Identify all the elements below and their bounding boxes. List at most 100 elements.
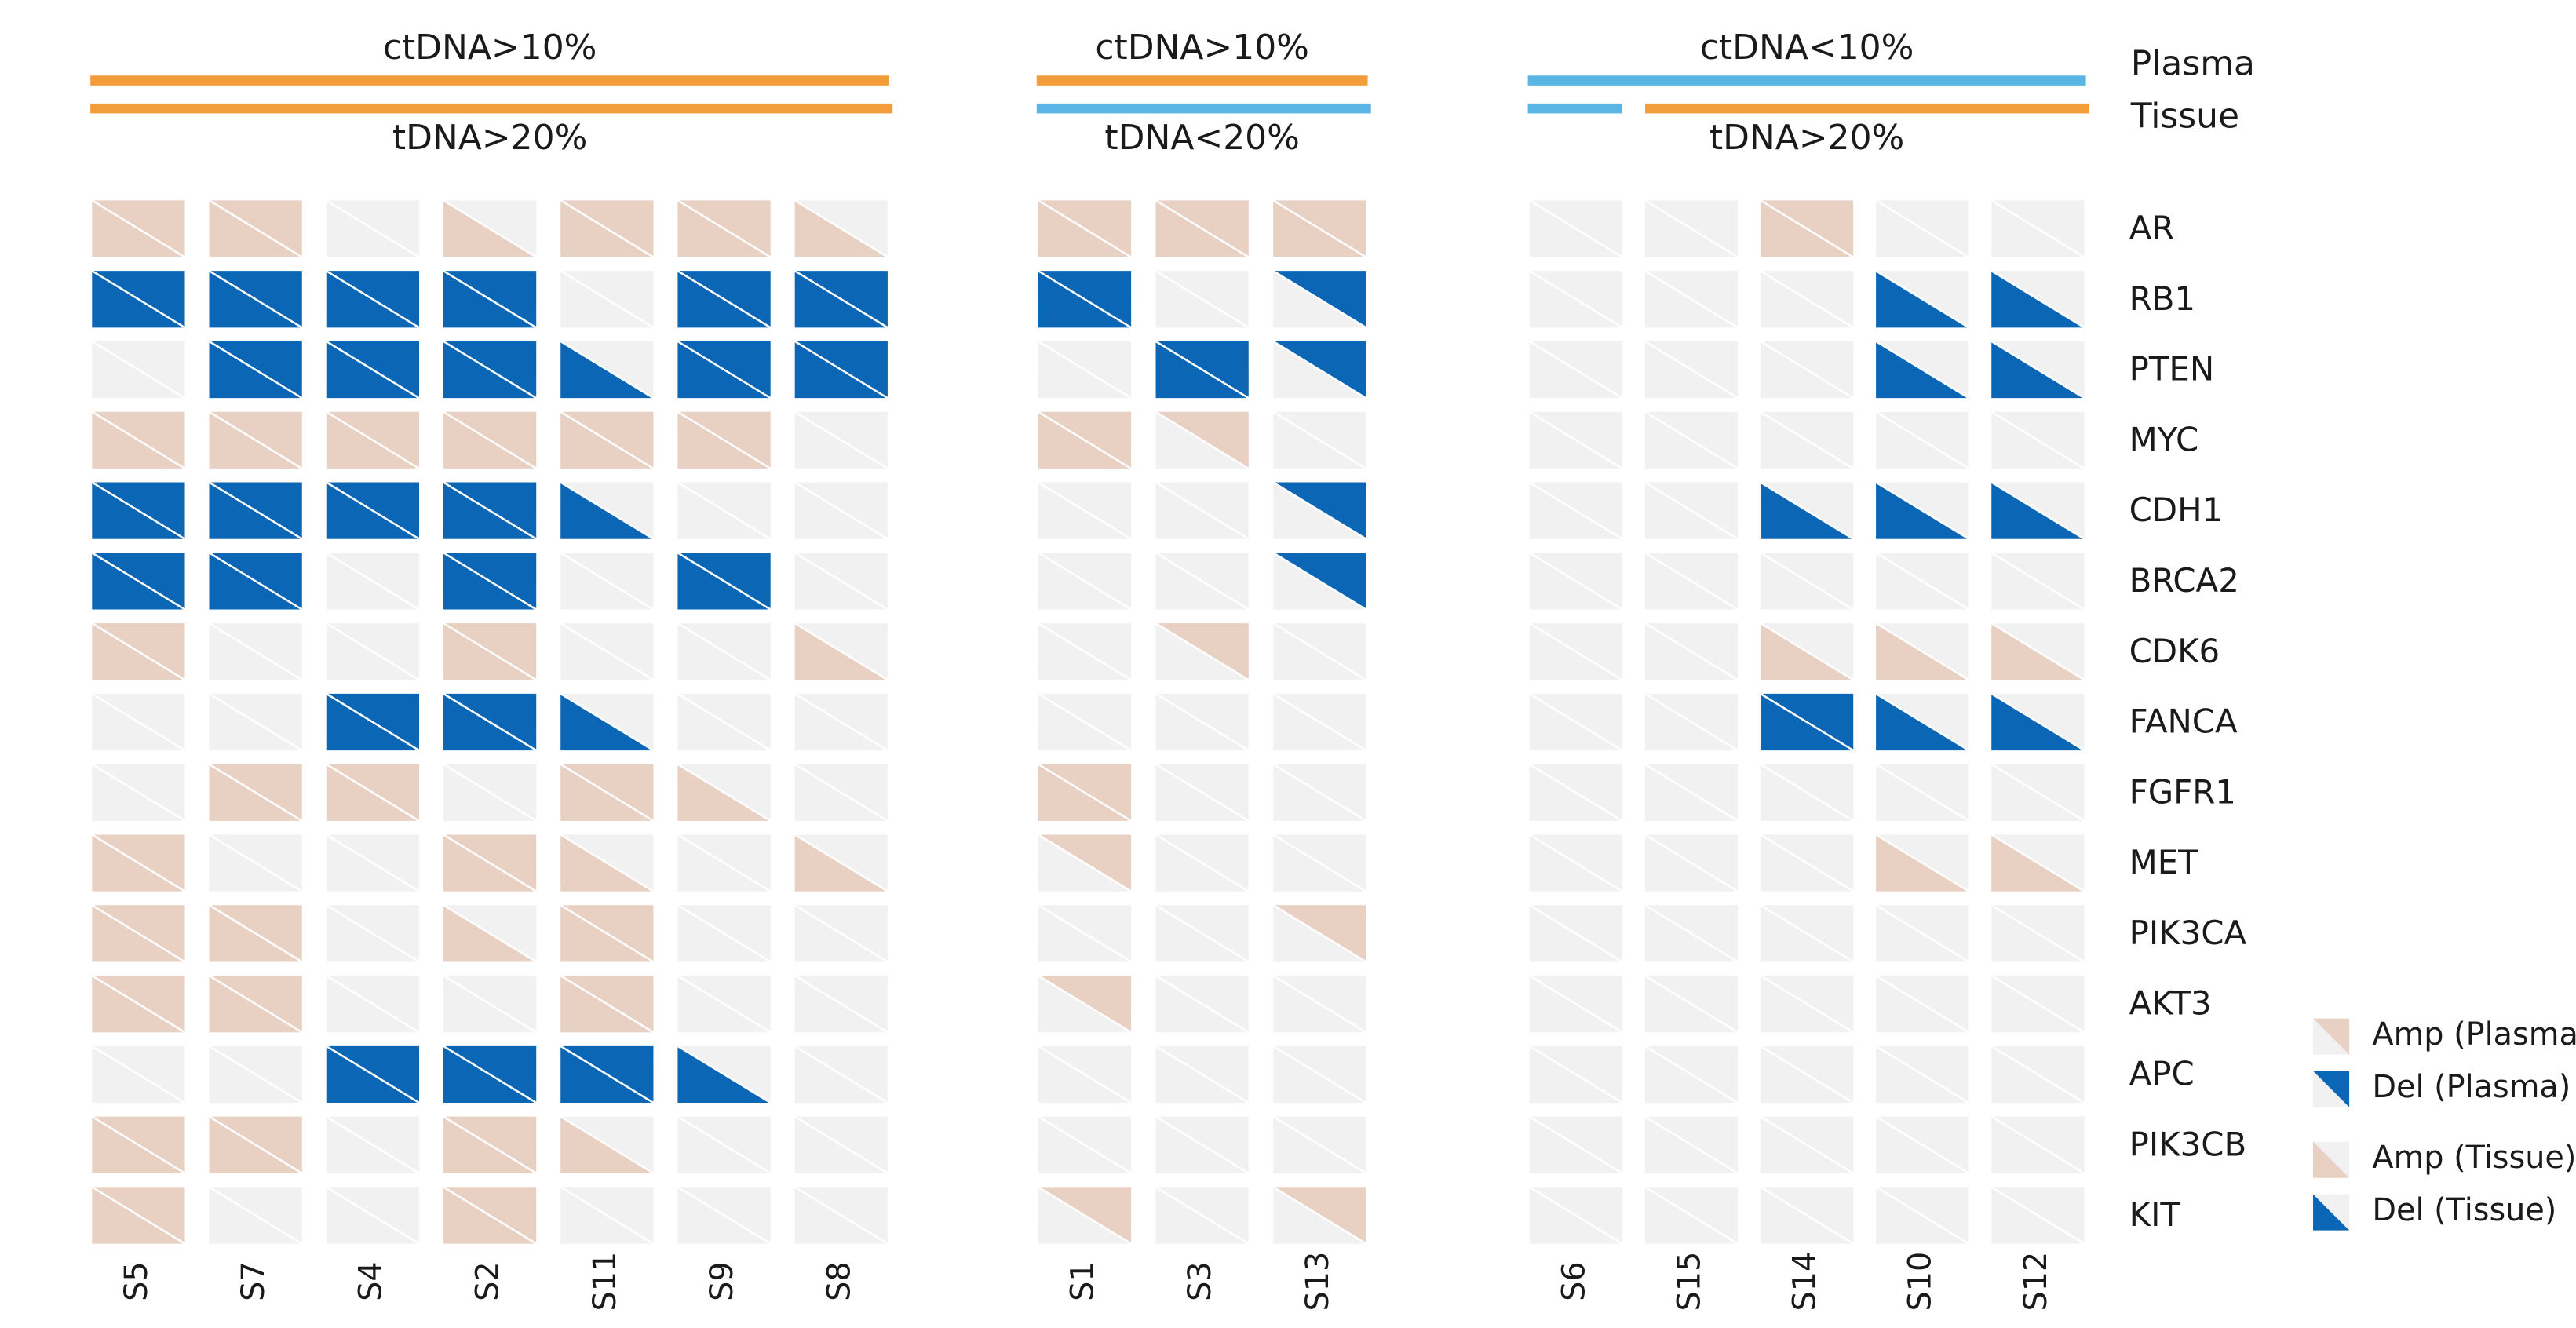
- cell-diagonal: [208, 481, 303, 540]
- cell-diagonal: [91, 763, 186, 822]
- cell-diagonal: [208, 1115, 303, 1174]
- cell-diagonal: [443, 834, 537, 892]
- cell-diagonal: [1155, 1115, 1250, 1174]
- cell-diagonal: [794, 622, 888, 681]
- cell-diagonal: [326, 834, 420, 892]
- cell-diagonal: [560, 340, 655, 399]
- cell-diagonal: [1529, 340, 1623, 399]
- cell-diagonal: [1875, 904, 1970, 963]
- legend-tissue-swatch: [2313, 1018, 2350, 1055]
- cell-diagonal: [326, 1186, 420, 1245]
- cell-diagonal: [1760, 1045, 1854, 1104]
- cell-diagonal: [91, 974, 186, 1034]
- cell-diagonal: [1644, 199, 1739, 258]
- cell-diagonal: [1644, 410, 1739, 470]
- cell-diagonal: [677, 1115, 772, 1174]
- cell-diagonal: [794, 974, 888, 1034]
- cell-diagonal: [91, 904, 186, 963]
- cell-diagonal: [1644, 974, 1739, 1034]
- cell-diagonal: [1272, 1045, 1367, 1104]
- cell-diagonal: [1272, 552, 1367, 611]
- cell-diagonal: [1875, 340, 1970, 399]
- cell-diagonal: [91, 1115, 186, 1174]
- cell-diagonal: [208, 974, 303, 1034]
- cell-diagonal: [326, 1045, 420, 1104]
- cell-diagonal: [1038, 692, 1132, 752]
- cell-diagonal: [560, 622, 655, 681]
- sample-label: S1: [1064, 1261, 1100, 1301]
- cell-diagonal: [1038, 481, 1132, 540]
- cell-diagonal: [560, 692, 655, 752]
- cell-diagonal: [1529, 904, 1623, 963]
- cell-diagonal: [1990, 1045, 2085, 1104]
- cell-diagonal: [1875, 974, 1970, 1034]
- sample-label: S15: [1671, 1252, 1707, 1312]
- cell-diagonal: [443, 340, 537, 399]
- cell-diagonal: [1155, 481, 1250, 540]
- cell-diagonal: [443, 1115, 537, 1174]
- cell-diagonal: [443, 199, 537, 258]
- cell-diagonal: [1644, 481, 1739, 540]
- cell-diagonal: [1760, 481, 1854, 540]
- cell-diagonal: [443, 552, 537, 611]
- cell-diagonal: [560, 552, 655, 611]
- tissue-label: tDNA>20%: [392, 118, 587, 158]
- cell-diagonal: [1529, 763, 1623, 822]
- cell-diagonal: [1760, 1115, 1854, 1174]
- cell-diagonal: [326, 270, 420, 329]
- gene-label: FGFR1: [2129, 772, 2236, 811]
- plasma-bar: [1036, 75, 1368, 86]
- gene-label: RB1: [2129, 279, 2195, 318]
- cell-diagonal: [560, 1186, 655, 1245]
- cell-diagonal: [443, 1186, 537, 1245]
- cell-diagonal: [326, 481, 420, 540]
- cell-diagonal: [1272, 1186, 1367, 1245]
- cell-diagonal: [1529, 410, 1623, 470]
- gene-label: CDK6: [2129, 632, 2220, 670]
- cell-diagonal: [1875, 834, 1970, 892]
- gene-label: BRCA2: [2129, 561, 2239, 600]
- sample-label: S7: [235, 1261, 272, 1301]
- sample-label: S11: [587, 1252, 623, 1312]
- cell-diagonal: [794, 270, 888, 329]
- cell-diagonal: [560, 834, 655, 892]
- cell-diagonal: [326, 904, 420, 963]
- tissue-triangle: [1644, 834, 1739, 892]
- cell-diagonal: [1875, 1045, 1970, 1104]
- cell-diagonal: [677, 1186, 772, 1245]
- cell-diagonal: [1990, 410, 2085, 470]
- cell-diagonal: [1529, 552, 1623, 611]
- tissue-bar: [1645, 103, 2089, 114]
- cell-diagonal: [1038, 199, 1132, 258]
- cell-diagonal: [1529, 1115, 1623, 1174]
- cell-diagonal: [326, 763, 420, 822]
- cell-diagonal: [1990, 481, 2085, 540]
- cell-diagonal: [1038, 1186, 1132, 1245]
- cell-diagonal: [91, 410, 186, 470]
- cell-diagonal: [208, 834, 303, 892]
- cell-diagonal: [1644, 270, 1739, 329]
- cell-diagonal: [208, 410, 303, 470]
- cell-diagonal: [677, 974, 772, 1034]
- cell-diagonal: [91, 692, 186, 752]
- cell-diagonal: [794, 1115, 888, 1174]
- cell-diagonal: [794, 692, 888, 752]
- tissue-triangle: [92, 834, 185, 892]
- cell-diagonal: [1875, 763, 1970, 822]
- cell-diagonal: [794, 834, 888, 892]
- cell-diagonal: [326, 974, 420, 1034]
- tissue-triangle: [326, 834, 420, 892]
- cell-diagonal: [208, 763, 303, 822]
- cell-diagonal: [1155, 834, 1250, 892]
- cell-diagonal: [1038, 834, 1132, 892]
- cell-diagonal: [1760, 340, 1854, 399]
- cell-diagonal: [1155, 270, 1250, 329]
- cell-diagonal: [91, 622, 186, 681]
- cell-diagonal: [794, 481, 888, 540]
- cell-diagonal: [91, 199, 186, 258]
- tissue-triangle: [209, 834, 302, 892]
- cell-diagonal: [1644, 763, 1739, 822]
- cell-diagonal: [1272, 481, 1367, 540]
